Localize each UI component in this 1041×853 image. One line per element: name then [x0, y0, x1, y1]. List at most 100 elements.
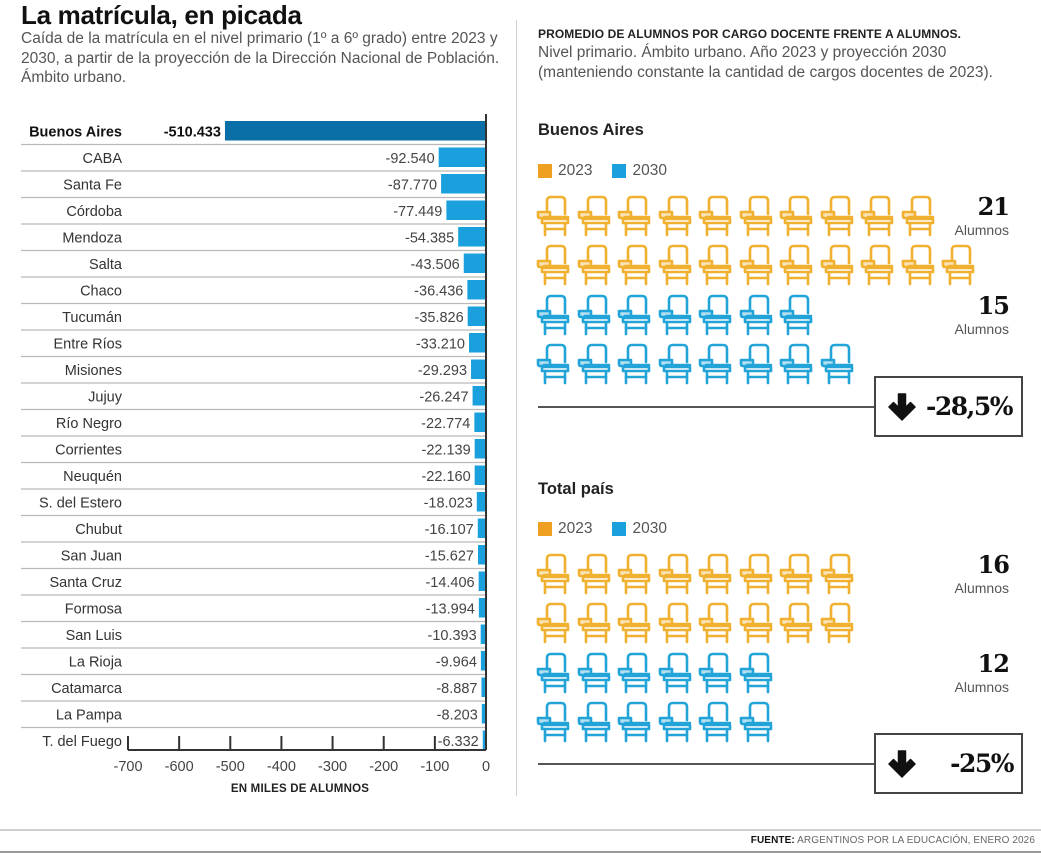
desk-icon-2023: [577, 195, 618, 239]
desk-pictogram-tp-2030: [536, 652, 779, 750]
desk-icon-2030: [698, 294, 739, 338]
bar-row: San Luis -10.393: [21, 624, 486, 649]
desk-row: [536, 701, 779, 750]
desk-icon-2030: [698, 701, 739, 745]
bar: [480, 624, 486, 644]
desk-row: [536, 244, 982, 293]
category-label: La Rioja: [69, 654, 123, 670]
value-label: -22.160: [421, 469, 470, 485]
desk-icon-2030: [698, 343, 739, 387]
desk-icon-2030: [739, 294, 780, 338]
desk-row: [536, 343, 860, 392]
chart-title: La matrícula, en picada: [21, 0, 302, 30]
desk-icon-2023: [820, 602, 861, 646]
desk-icon-2023: [739, 244, 780, 288]
desk-icon-2030: [536, 343, 577, 387]
desk-icon-2023: [658, 244, 699, 288]
tp-change-connector: [538, 763, 876, 765]
value-label: -6.332: [438, 734, 479, 750]
legend-label-2030: 2030: [632, 520, 667, 537]
category-label: Misiones: [65, 363, 122, 379]
category-label: Jujuy: [88, 389, 123, 405]
desk-icon-2030: [658, 294, 699, 338]
desk-icon-2023: [901, 195, 942, 239]
category-label: Corrientes: [55, 442, 122, 458]
desk-icon-2023: [698, 195, 739, 239]
desk-icon-2030: [536, 294, 577, 338]
category-label: San Juan: [61, 548, 122, 564]
desk-icon-2023: [536, 553, 577, 597]
bar-row: Tucumán -35.826: [21, 306, 486, 331]
tp-2023-unit: Alumnos: [954, 580, 1009, 596]
category-label: CABA: [83, 151, 123, 167]
desk-icon-2023: [658, 602, 699, 646]
desk-icon-2023: [779, 244, 820, 288]
desk-icon-2023: [860, 244, 901, 288]
desk-row: [536, 602, 860, 651]
bar: [478, 598, 486, 618]
value-label: -16.107: [425, 522, 474, 538]
bar-row: Córdoba -77.449: [21, 200, 486, 225]
legend-total-pais: 2023 2030: [538, 520, 687, 538]
bar-row: La Pampa -8.203: [21, 704, 486, 729]
desk-icon-2023: [739, 195, 780, 239]
bar-row: Buenos Aires -510.433: [21, 121, 486, 146]
desk-icon-2023: [698, 602, 739, 646]
value-label: -10.393: [427, 628, 476, 644]
desk-icon-2030: [617, 343, 658, 387]
desk-icon-2023: [698, 244, 739, 288]
desk-icon-2023: [820, 195, 861, 239]
ba-change-badge: -28,5%: [874, 376, 1023, 437]
value-label: -54.385: [405, 230, 454, 246]
category-label: Córdoba: [66, 204, 123, 220]
category-label: Mendoza: [62, 230, 123, 246]
category-label: Formosa: [65, 601, 123, 617]
value-label: -29.293: [418, 363, 467, 379]
desk-icon-2030: [739, 652, 780, 696]
desk-icon-2023: [779, 602, 820, 646]
category-label: Tucumán: [62, 310, 122, 326]
bar: [441, 174, 486, 194]
bar: [482, 730, 486, 750]
bar-row: Santa Cruz -14.406: [21, 571, 486, 596]
x-tick-label: -400: [267, 759, 296, 775]
bar-row: Chubut -16.107: [21, 518, 486, 543]
x-tick-label: -100: [420, 759, 449, 775]
value-label: -36.436: [414, 283, 463, 299]
x-tick-label: -300: [318, 759, 347, 775]
legend-swatch-2030: [612, 164, 627, 178]
bar-row: Chaco -36.436: [21, 280, 486, 305]
footer-bottom-rule: [0, 851, 1041, 853]
desk-icon-2030: [577, 652, 618, 696]
x-tick-label: -600: [165, 759, 194, 775]
x-tick-label: -200: [369, 759, 398, 775]
arrow-down-icon: [888, 749, 916, 778]
desk-icon-2023: [617, 553, 658, 597]
desk-icon-2030: [739, 343, 780, 387]
category-label: Chubut: [75, 522, 122, 538]
tp-2030-value: 12: [977, 649, 1010, 678]
category-label: Neuquén: [63, 469, 122, 485]
value-label: -13.994: [426, 601, 475, 617]
desk-icon-2023: [536, 244, 577, 288]
tp-change-value: -25%: [950, 749, 1014, 778]
ba-2030-unit: Alumnos: [954, 321, 1009, 337]
bar-row: La Rioja -9.964: [21, 651, 486, 676]
ba-change-connector: [538, 406, 876, 408]
bar-row: T. del Fuego -6.332: [42, 730, 486, 750]
value-label: -77.449: [393, 204, 442, 220]
bar: [469, 333, 486, 353]
category-label: Buenos Aires: [29, 124, 122, 140]
legend-swatch-2023: [538, 522, 552, 536]
bar-row: Salta -43.506: [21, 253, 486, 278]
category-label: La Pampa: [56, 707, 123, 723]
legend-item-2030: 2030: [612, 520, 667, 538]
desk-icon-2023: [617, 244, 658, 288]
right-panel-header: PROMEDIO DE ALUMNOS POR CARGO DOCENTE FR…: [538, 27, 962, 41]
ba-2023-unit: Alumnos: [954, 222, 1009, 238]
ba-change-value: -28,5%: [926, 392, 1014, 421]
desk-row: [536, 294, 860, 343]
value-label: -92.540: [385, 151, 434, 167]
value-label: -22.139: [421, 442, 470, 458]
value-label: -8.203: [437, 707, 478, 723]
